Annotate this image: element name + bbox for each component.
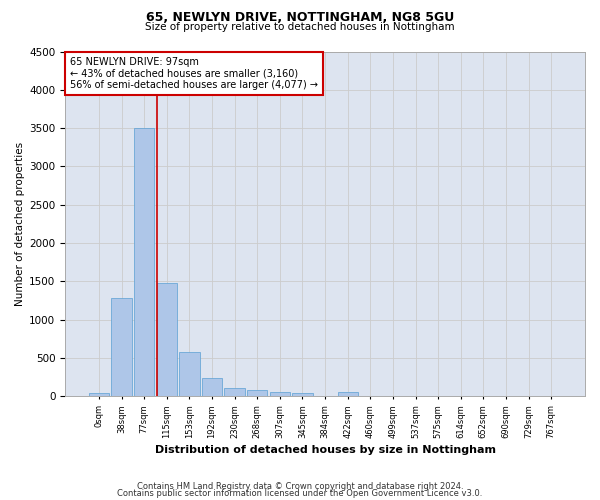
Bar [134, 128, 154, 396]
Bar [224, 388, 245, 396]
Bar [247, 390, 268, 396]
Text: 65 NEWLYN DRIVE: 97sqm
← 43% of detached houses are smaller (3,160)
56% of semi-: 65 NEWLYN DRIVE: 97sqm ← 43% of detached… [70, 56, 319, 90]
X-axis label: Distribution of detached houses by size in Nottingham: Distribution of detached houses by size … [155, 445, 496, 455]
Bar [157, 283, 177, 397]
Text: Contains public sector information licensed under the Open Government Licence v3: Contains public sector information licen… [118, 489, 482, 498]
Text: 65, NEWLYN DRIVE, NOTTINGHAM, NG8 5GU: 65, NEWLYN DRIVE, NOTTINGHAM, NG8 5GU [146, 11, 454, 24]
Y-axis label: Number of detached properties: Number of detached properties [15, 142, 25, 306]
Bar [89, 394, 109, 396]
Bar [338, 392, 358, 396]
Bar [292, 394, 313, 396]
Bar [269, 392, 290, 396]
Text: Contains HM Land Registry data © Crown copyright and database right 2024.: Contains HM Land Registry data © Crown c… [137, 482, 463, 491]
Text: Size of property relative to detached houses in Nottingham: Size of property relative to detached ho… [145, 22, 455, 32]
Bar [112, 298, 132, 396]
Bar [179, 352, 200, 397]
Bar [202, 378, 222, 396]
